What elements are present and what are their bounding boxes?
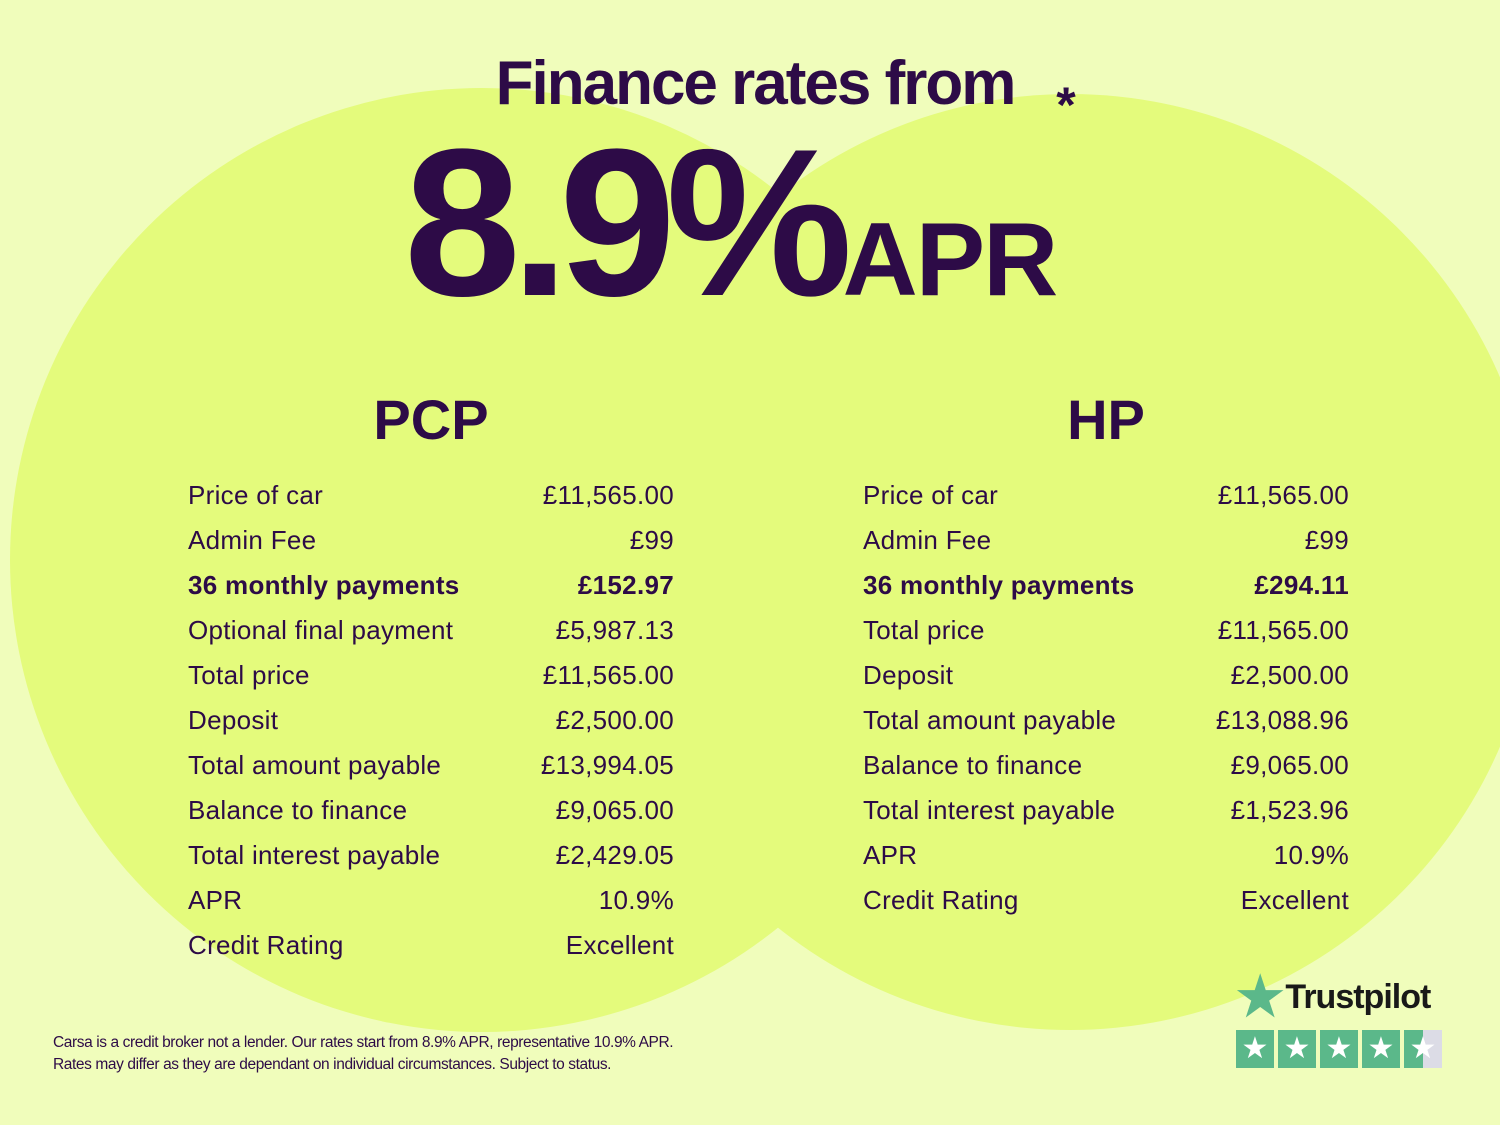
row-label: Optional final payment [188, 615, 454, 645]
row-value: Excellent [1240, 885, 1349, 915]
disclaimer: Carsa is a credit broker not a lender. O… [53, 1032, 674, 1076]
hero-asterisk: * [1056, 77, 1076, 133]
row-value: £11,565.00 [542, 660, 674, 690]
row-label: Total amount payable [188, 750, 442, 780]
row-value: £11,565.00 [1217, 615, 1349, 645]
pcp-row: 36 monthly payments £152.97 [188, 568, 674, 613]
row-label: Balance to finance [188, 795, 408, 825]
row-value: 10.9% [1273, 840, 1349, 870]
disclaimer-line-2: Rates may differ as they are dependant o… [53, 1056, 612, 1073]
hp-row: Balance to finance £9,065.00 [863, 748, 1349, 793]
hero-apr: APR [842, 202, 1059, 318]
hp-row: Price of car £11,565.00 [863, 478, 1349, 512]
pcp-row: Total price £11,565.00 [188, 658, 674, 703]
hp-row: Admin Fee £99 [863, 512, 1349, 568]
row-value: £2,500.00 [1230, 660, 1349, 690]
hero-rate-value: 8.9% [404, 105, 853, 340]
row-label: Balance to finance [863, 750, 1083, 780]
row-label: Credit Rating [188, 930, 344, 960]
headline: Finance rates from [495, 49, 1017, 118]
row-value: £2,500.00 [555, 705, 674, 735]
row-value: £99 [1304, 525, 1349, 555]
pcp-row: Total amount payable £13,994.05 [188, 748, 674, 793]
rating-star-icon: ★ [1278, 1030, 1316, 1068]
hp-table: HP Price of car £11,565.00 Admin Fee £99 36 … [863, 388, 1349, 928]
hp-title: HP [1067, 388, 1145, 451]
pcp-row: APR 10.9% [188, 883, 674, 928]
row-label: 36 monthly payments [863, 570, 1135, 600]
trustpilot-badge: ★ Trustpilot ★ ★ ★ ★ ★ [1236, 967, 1442, 1068]
trustpilot-name: Trustpilot [1285, 977, 1431, 1016]
row-label: Price of car [863, 480, 999, 510]
row-value: £13,994.05 [540, 750, 674, 780]
row-value: £99 [629, 525, 674, 555]
star-icon: ★ [1236, 967, 1284, 1027]
row-label: Total price [863, 615, 985, 645]
pcp-row: Optional final payment £5,987.13 [188, 613, 674, 658]
row-label: Admin Fee [863, 525, 992, 555]
row-label: Total price [188, 660, 310, 690]
row-label: Total amount payable [863, 705, 1117, 735]
hero-rate: 8.9%APR* [404, 77, 1076, 328]
row-value: 10.9% [598, 885, 674, 915]
hp-row: Deposit £2,500.00 [863, 658, 1349, 703]
row-label: Deposit [188, 705, 279, 735]
trustpilot-rating: ★ ★ ★ ★ ★ [1236, 1030, 1442, 1068]
row-value: £2,429.05 [555, 840, 674, 870]
row-label: Price of car [188, 480, 324, 510]
row-value: £9,065.00 [555, 795, 674, 825]
row-label: 36 monthly payments [188, 570, 460, 600]
row-value: £152.97 [577, 570, 674, 600]
pcp-title: PCP [373, 388, 489, 451]
pcp-row: Price of car £11,565.00 [188, 478, 674, 512]
row-label: Total interest payable [188, 840, 441, 870]
row-value: £1,523.96 [1230, 795, 1349, 825]
row-label: Total interest payable [863, 795, 1116, 825]
row-value: £294.11 [1254, 570, 1349, 600]
hp-row: Credit Rating Excellent [863, 883, 1349, 928]
row-label: Credit Rating [863, 885, 1019, 915]
pcp-row: Balance to finance £9,065.00 [188, 793, 674, 838]
background-circle-right [602, 94, 1500, 1030]
hp-row: Total price £11,565.00 [863, 613, 1349, 658]
row-label: Deposit [863, 660, 954, 690]
row-label: Admin Fee [188, 525, 317, 555]
rating-star-icon: ★ [1362, 1030, 1400, 1068]
rating-star-icon: ★ [1320, 1030, 1358, 1068]
row-value: £11,565.00 [1217, 480, 1349, 510]
row-label: APR [188, 885, 243, 915]
row-label: APR [863, 840, 918, 870]
pcp-row: Credit Rating Excellent [188, 928, 674, 973]
hp-row: 36 monthly payments £294.11 [863, 568, 1349, 613]
rating-star-icon: ★ [1404, 1030, 1442, 1068]
pcp-row: Admin Fee £99 [188, 512, 674, 568]
hp-row: Total interest payable £1,523.96 [863, 793, 1349, 838]
trustpilot-logo: ★ Trustpilot [1236, 967, 1442, 1027]
hp-row: APR 10.9% [863, 838, 1349, 883]
pcp-table: PCP Price of car £11,565.00 Admin Fee £99 36… [188, 388, 674, 973]
disclaimer-line-1: Carsa is a credit broker not a lender. O… [53, 1034, 674, 1051]
row-value: £9,065.00 [1230, 750, 1349, 780]
row-value: £13,088.96 [1215, 705, 1349, 735]
rating-star-icon: ★ [1236, 1030, 1274, 1068]
row-value: Excellent [565, 930, 674, 960]
pcp-row: Deposit £2,500.00 [188, 703, 674, 748]
hp-row: Total amount payable £13,088.96 [863, 703, 1349, 748]
pcp-row: Total interest payable £2,429.05 [188, 838, 674, 883]
row-value: £5,987.13 [555, 615, 674, 645]
row-value: £11,565.00 [542, 480, 674, 510]
